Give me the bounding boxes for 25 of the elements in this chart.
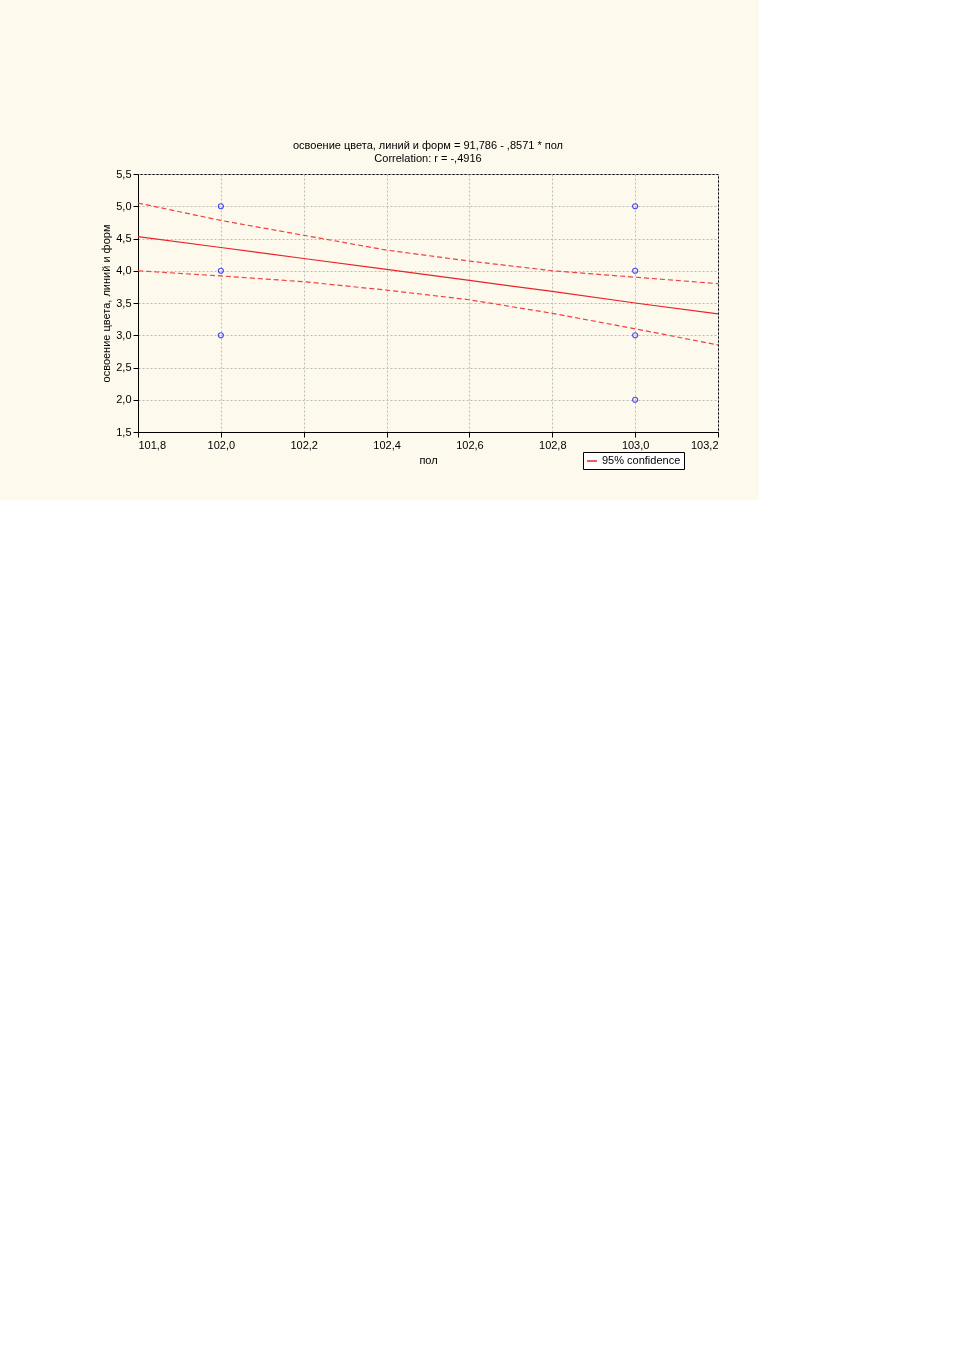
y-tick-label: 1,5 bbox=[116, 425, 132, 438]
x-tick-label: 102,6 bbox=[456, 438, 484, 451]
line-series bbox=[137, 270, 719, 346]
y-tick-label: 3,5 bbox=[116, 296, 132, 309]
y-tick-label: 5,0 bbox=[116, 199, 132, 212]
chart-subtitle: Correlation: r = -,4916 bbox=[374, 152, 482, 164]
y-tick-label: 4,5 bbox=[116, 232, 132, 244]
line-series bbox=[137, 235, 719, 315]
x-tick-label: 102,8 bbox=[539, 438, 567, 451]
y-tick-label: 2,5 bbox=[116, 361, 132, 373]
line-series bbox=[137, 202, 719, 285]
y-tick-label: 4,0 bbox=[116, 264, 132, 277]
x-tick-label: 102,4 bbox=[373, 438, 401, 451]
x-tick-label: 103,0 bbox=[621, 438, 650, 451]
x-axis-title: пол bbox=[419, 453, 438, 466]
chart-title: освоение цвета, линий и форм = 91,786 - ,8571 * пол bbox=[292, 139, 564, 151]
x-tick-label: 103,2 bbox=[690, 438, 719, 451]
y-tick-label: 3,0 bbox=[116, 328, 132, 341]
x-tick-label: 102,0 bbox=[207, 438, 236, 451]
y-axis-title: освоение цвета, линий и форм bbox=[100, 224, 113, 383]
legend-label: 95% confidence bbox=[602, 454, 681, 466]
x-tick-label: 102,2 bbox=[290, 438, 318, 451]
x-tick-label: 101,8 bbox=[138, 438, 167, 451]
y-tick-label: 5,5 bbox=[116, 167, 132, 180]
y-tick-label: 2,0 bbox=[116, 393, 132, 406]
